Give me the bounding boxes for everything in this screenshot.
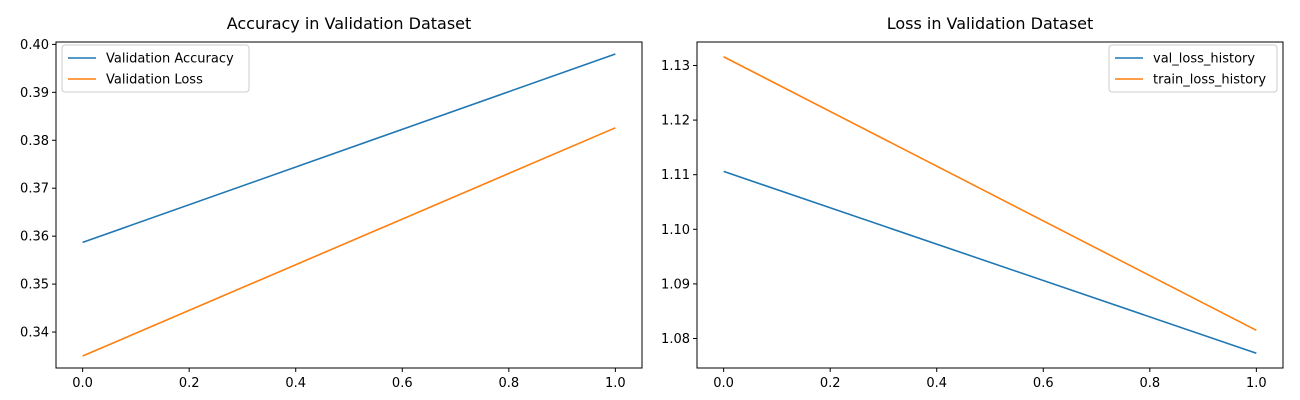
legend-entry: Validation Accuracy bbox=[106, 52, 234, 67]
legend: val_loss_history train_loss_history bbox=[1108, 44, 1278, 93]
series-line-validation-loss bbox=[82, 127, 616, 357]
plot-area-frame bbox=[696, 41, 1284, 369]
x-tick-label: 0.4 bbox=[926, 376, 947, 391]
x-tick-label: 0.4 bbox=[285, 376, 306, 391]
series-line-validation-accuracy bbox=[82, 53, 616, 244]
x-tick-label: 1.0 bbox=[605, 376, 626, 391]
chart-title: Accuracy in Validation Dataset bbox=[227, 14, 472, 33]
y-tick-label: 1.08 bbox=[661, 332, 690, 347]
x-tick-label: 1.0 bbox=[1246, 376, 1267, 391]
series-line-val-loss-history bbox=[723, 170, 1257, 355]
x-tick-label: 0.0 bbox=[72, 376, 93, 391]
y-tick-label: 1.10 bbox=[661, 223, 690, 238]
legend-entry: train_loss_history bbox=[1153, 73, 1266, 88]
y-tick-label: 0.40 bbox=[20, 38, 49, 53]
y-tick-label: 1.12 bbox=[661, 114, 690, 129]
legend-box bbox=[1108, 44, 1278, 93]
x-tick-label: 0.2 bbox=[820, 376, 841, 391]
x-tick-label: 0.8 bbox=[498, 376, 519, 391]
x-tick-label: 0.6 bbox=[392, 376, 413, 391]
legend-box bbox=[61, 44, 250, 93]
y-tick-label: 0.35 bbox=[20, 278, 49, 293]
y-tick-label: 0.37 bbox=[20, 182, 49, 197]
x-tick-label: 0.6 bbox=[1033, 376, 1054, 391]
y-tick-label: 0.38 bbox=[20, 134, 49, 149]
chart-panel-2: Loss in Validation Dataset 0.0 0.2 0.4 0.6 0.… bbox=[661, 14, 1284, 391]
legend: Validation Accuracy Validation Loss bbox=[61, 44, 250, 93]
x-tick-label: 0.2 bbox=[179, 376, 200, 391]
y-tick-label: 0.39 bbox=[20, 86, 49, 101]
legend-entry: Validation Loss bbox=[106, 73, 203, 88]
series-line-train-loss-history bbox=[723, 56, 1257, 332]
y-tick-label: 1.13 bbox=[661, 59, 690, 74]
plot-area-frame bbox=[55, 41, 643, 369]
x-tick-label: 0.0 bbox=[713, 376, 734, 391]
y-tick-label: 1.11 bbox=[661, 168, 690, 183]
y-tick-label: 0.36 bbox=[20, 230, 49, 245]
x-tick-label: 0.8 bbox=[1139, 376, 1160, 391]
y-tick-label: 1.09 bbox=[661, 277, 690, 292]
y-tick-label: 0.34 bbox=[20, 326, 49, 341]
chart-title: Loss in Validation Dataset bbox=[887, 14, 1094, 33]
legend-entry: val_loss_history bbox=[1153, 52, 1255, 67]
